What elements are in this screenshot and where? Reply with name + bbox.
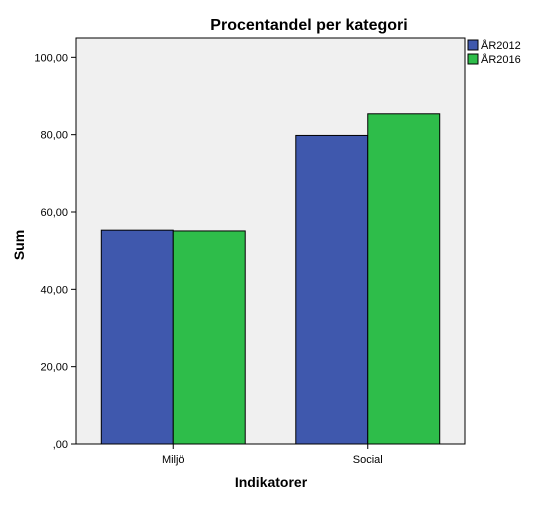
- legend-swatch: [467, 39, 479, 51]
- bar-1-1: [100, 229, 174, 445]
- y-axis: ,00 20,00 40,00 60,00 80,00 100,00: [34, 52, 76, 451]
- y-tick-label: 40,00: [40, 284, 68, 296]
- y-tick-label: 100,00: [34, 52, 68, 64]
- y-tick-label: ,00: [53, 439, 68, 451]
- bar-1-2: [295, 134, 369, 445]
- legend-swatch: [467, 53, 479, 65]
- legend-label: ÅR2012: [481, 39, 521, 52]
- y-axis-title: Sum: [11, 230, 27, 260]
- bars: [100, 113, 441, 445]
- x-tick-label: Miljö: [162, 454, 185, 466]
- y-tick-label: 60,00: [40, 207, 68, 219]
- chart-title: Procentandel per kategori: [210, 17, 407, 34]
- y-tick-label: 80,00: [40, 130, 68, 142]
- x-axis: Miljö Social: [162, 444, 383, 466]
- x-axis-title: Indikatorer: [235, 474, 308, 490]
- legend-label: ÅR2016: [481, 53, 521, 66]
- bar-2-2: [367, 113, 441, 445]
- y-tick-label: 20,00: [40, 362, 68, 374]
- x-tick-label: Social: [353, 454, 383, 466]
- bar-2-1: [172, 230, 246, 445]
